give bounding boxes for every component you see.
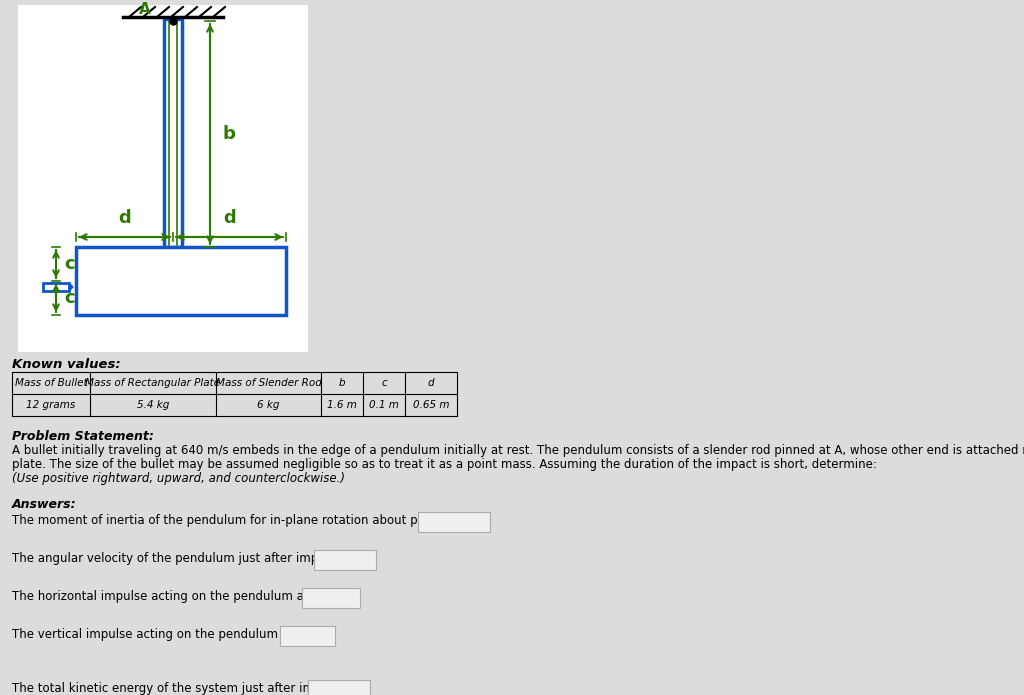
Text: Problem Statement:: Problem Statement: [12, 430, 154, 443]
Text: d: d [428, 378, 434, 388]
Text: Mass of Bullet: Mass of Bullet [14, 378, 87, 388]
Bar [76, 247, 286, 315]
Text: plate. The size of the bullet may be assumed negligible so as to treat it as a p: plate. The size of the bullet may be ass… [12, 458, 877, 471]
Text: c: c [63, 255, 75, 273]
Bar [18, 5, 308, 352]
Text: (Use positive rightward, upward, and counterclockwise.): (Use positive rightward, upward, and cou… [12, 472, 345, 485]
Text: b: b [339, 378, 345, 388]
Text: A bullet initially traveling at 640 m/s embeds in the edge of a pendulum initial: A bullet initially traveling at 640 m/s … [12, 444, 1024, 457]
Text: The total kinetic energy of the system just after impact:: The total kinetic energy of the system j… [12, 682, 344, 695]
Text: A: A [139, 2, 151, 17]
Bar [308, 680, 370, 695]
Bar [418, 512, 490, 532]
Bar [164, 19, 182, 247]
Text: Mass of Rectangular Plate: Mass of Rectangular Plate [85, 378, 220, 388]
Text: 6 kg: 6 kg [257, 400, 280, 410]
Text: 0.1 m: 0.1 m [369, 400, 399, 410]
Text: 5.4 kg: 5.4 kg [137, 400, 169, 410]
Bar [43, 283, 69, 291]
Bar [280, 626, 335, 646]
Text: Answers:: Answers: [12, 498, 77, 511]
Bar [314, 550, 376, 570]
Text: d: d [223, 209, 236, 227]
Text: 0.65 m: 0.65 m [413, 400, 450, 410]
Text: The moment of inertia of the pendulum for in-plane rotation about point A:: The moment of inertia of the pendulum fo… [12, 514, 456, 527]
Text: 12 grams: 12 grams [27, 400, 76, 410]
Text: b: b [222, 125, 234, 143]
Text: The angular velocity of the pendulum just after impact:: The angular velocity of the pendulum jus… [12, 552, 341, 565]
Text: The vertical impulse acting on the pendulum at A:: The vertical impulse acting on the pendu… [12, 628, 309, 641]
Text: 1.6 m: 1.6 m [327, 400, 357, 410]
Text: Mass of Slender Rod: Mass of Slender Rod [216, 378, 322, 388]
Text: Known values:: Known values: [12, 358, 121, 371]
Text: The horizontal impulse acting on the pendulum at A:: The horizontal impulse acting on the pen… [12, 590, 325, 603]
Text: c: c [381, 378, 387, 388]
Polygon shape [69, 283, 73, 291]
Text: d: d [118, 209, 131, 227]
Text: c: c [63, 289, 75, 307]
Bar [302, 588, 360, 608]
